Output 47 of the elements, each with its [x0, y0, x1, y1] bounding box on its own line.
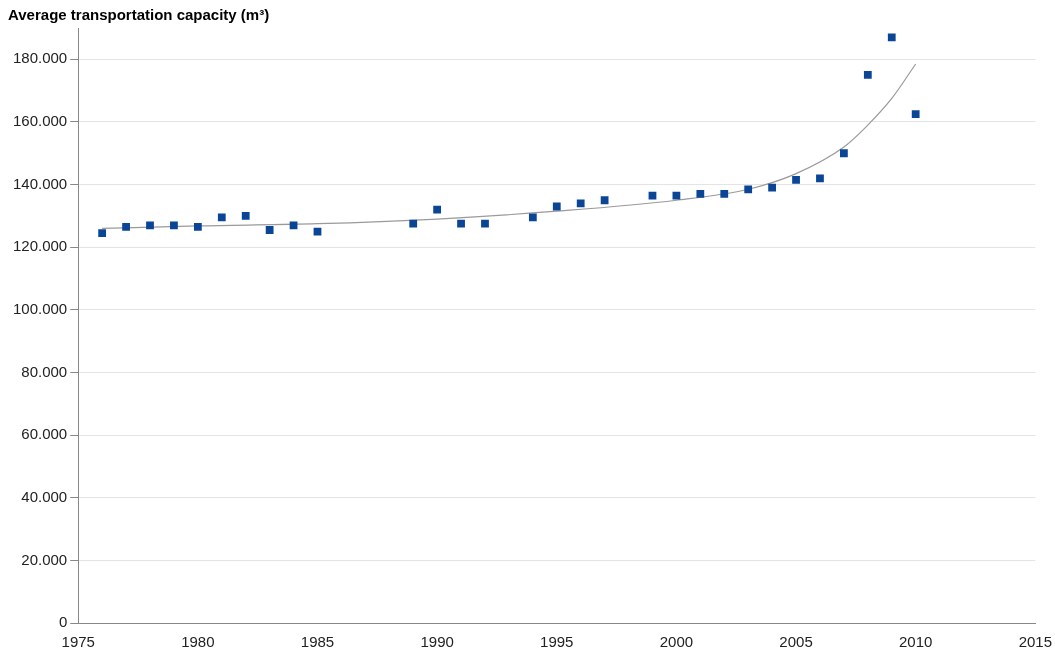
point [289, 221, 298, 230]
point [720, 190, 729, 198]
y-tick-label: 40.000 [21, 487, 68, 505]
point [193, 222, 202, 231]
point [696, 190, 705, 198]
point [816, 174, 824, 183]
point [744, 185, 753, 194]
point [481, 219, 489, 228]
y-axis-title: Average transportation capacity (m³) [8, 6, 270, 23]
y-tick-label: 100.000 [12, 299, 68, 317]
point [576, 199, 585, 208]
point [217, 213, 226, 222]
y-tick-label: 140.000 [12, 174, 68, 192]
x-tick-label: 1975 [61, 633, 95, 651]
point [241, 212, 250, 220]
point [265, 226, 274, 234]
point [409, 219, 418, 228]
x-tick-label: 2015 [1018, 633, 1052, 651]
point [768, 183, 776, 192]
x-tick-label: 1990 [420, 633, 454, 651]
y-tick-label: 0 [58, 613, 68, 631]
y-tick-label: 180.000 [12, 49, 68, 67]
point [146, 221, 154, 230]
point [457, 219, 465, 228]
x-tick-label: 1985 [300, 633, 335, 651]
x-tick-label: 2005 [779, 633, 813, 651]
point [863, 71, 872, 79]
y-tick-label: 160.000 [12, 112, 68, 130]
point [911, 110, 920, 119]
x-tick-label: 2010 [898, 633, 933, 651]
y-tick-label: 60.000 [21, 425, 68, 443]
y-tick-label: 20.000 [21, 550, 68, 568]
point [887, 33, 896, 42]
x-tick-label: 2000 [659, 633, 694, 651]
point [552, 202, 561, 211]
point [600, 196, 609, 205]
y-tick-label: 120.000 [12, 237, 68, 255]
point [170, 221, 178, 230]
point [122, 222, 130, 231]
point [840, 149, 848, 158]
point [98, 229, 107, 238]
point [792, 175, 800, 184]
point [433, 205, 442, 214]
point [528, 213, 537, 222]
x-tick-label: 1995 [540, 633, 574, 651]
x-tick-label: 1980 [181, 633, 215, 651]
y-tick-label: 80.000 [21, 362, 68, 380]
